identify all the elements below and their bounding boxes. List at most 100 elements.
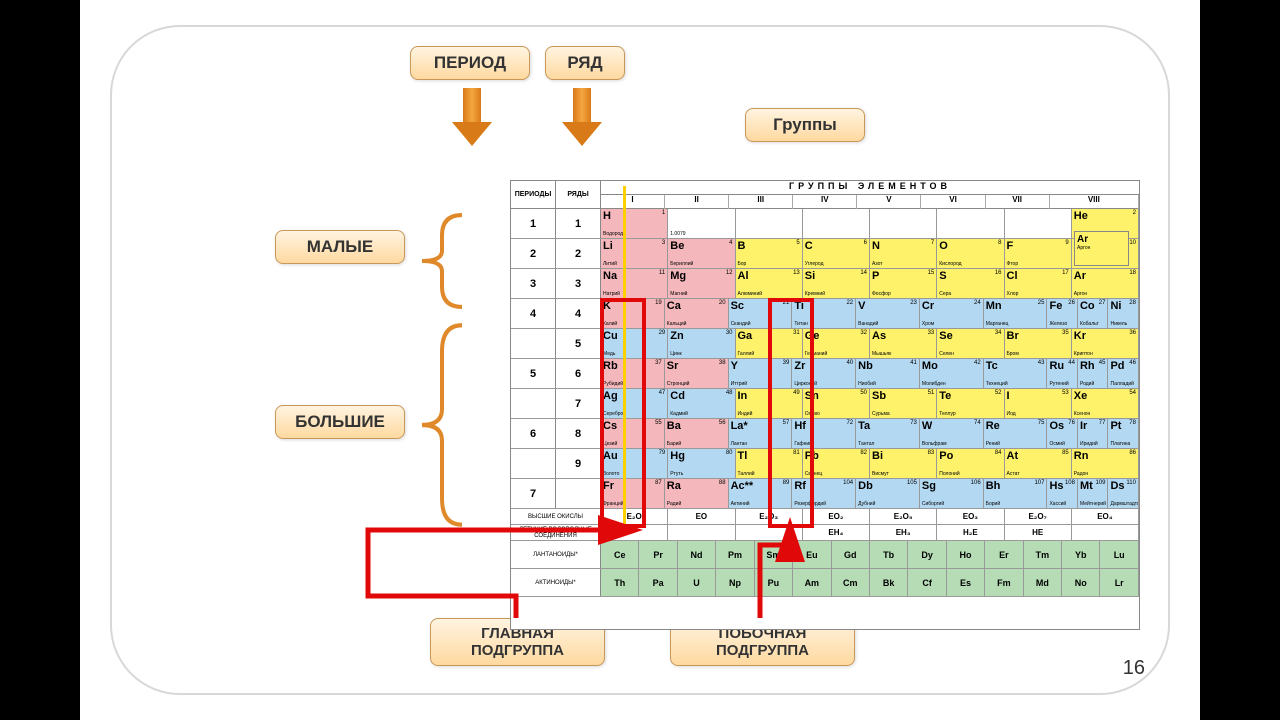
group-label: I — [601, 195, 665, 209]
bottom-cell: U — [678, 569, 716, 596]
row-cell: 1 — [556, 209, 601, 238]
element-cell: Zn30Цинк — [668, 329, 735, 358]
bottom-cell: E₂O₇ — [1005, 509, 1072, 524]
bottom-cell: Er — [985, 541, 1023, 568]
row-cell: 7 — [556, 389, 601, 418]
row-cell — [556, 479, 601, 508]
group-label: VII — [986, 195, 1050, 209]
element-cell: Na11Натрий — [601, 269, 668, 298]
group-label: IV — [793, 195, 857, 209]
bottom-label: ВЫСШИЕ ОКИСЛЫ — [511, 509, 601, 524]
bottom-section: ВЫСШИЕ ОКИСЛЫE₂OEOE₂O₃EO₂E₂O₅EO₃E₂O₇EO₄ — [511, 509, 1139, 525]
element-cell: Tc43Технеций — [984, 359, 1048, 388]
group-label: V — [857, 195, 921, 209]
bottom-cell: Bk — [870, 569, 908, 596]
period-cell — [511, 449, 556, 478]
period-row: 22Li3ЛитийBe4БериллийB5БорC6УглеродN7Азо… — [511, 239, 1139, 269]
element-cell: Cr24Хром — [920, 299, 984, 328]
period-cell: 2 — [511, 239, 556, 268]
element-cell — [1005, 209, 1072, 238]
period-cell: 6 — [511, 419, 556, 448]
period-cell — [511, 389, 556, 418]
bottom-cell: E₂O₅ — [870, 509, 937, 524]
element-cell: Rn86Радон — [1072, 449, 1139, 478]
bottom-cell: Lu — [1100, 541, 1138, 568]
bottom-label: ЛЕТУЧИЕ ВОДОРОДНЫЕ СОЕДИНЕНИЯ — [511, 525, 601, 540]
row-cell: 8 — [556, 419, 601, 448]
bottom-cell: Md — [1024, 569, 1062, 596]
element-cell: Db105Дубний — [856, 479, 920, 508]
element-cell: At85Астат — [1005, 449, 1072, 478]
element-cell: Hg80Ртуть — [668, 449, 735, 478]
bottom-cell: Np — [716, 569, 754, 596]
element-cell: Ar18Аргон — [1072, 269, 1139, 298]
bottom-cell: EH₃ — [870, 525, 937, 540]
bottom-cell: Lr — [1100, 569, 1138, 596]
bottom-cell: Cm — [832, 569, 870, 596]
bottom-cell: Gd — [832, 541, 870, 568]
element-cell: Ru44Рутений — [1047, 359, 1078, 388]
bottom-label: АКТИНОИДЫ* — [511, 569, 601, 596]
element-cell: V23Ванадий — [856, 299, 920, 328]
period-row: 56Rb37РубидийSr38СтронцийY39ИттрийZr40Ци… — [511, 359, 1139, 389]
bottom-cell: EO — [668, 509, 735, 524]
bottom-section: ЛАНТАНОИДЫ*CePrNdPmSmEuGdTbDyHoErTmYbLu — [511, 541, 1139, 569]
element-cell — [736, 209, 803, 238]
element-cell: Cl17Хлор — [1005, 269, 1072, 298]
element-cell: Os76Осмий — [1047, 419, 1078, 448]
element-cell: Xe54Ксенон — [1072, 389, 1139, 418]
period-cell: 7 — [511, 479, 556, 508]
element-cell: W74Вольфрам — [920, 419, 984, 448]
bottom-cell: EO₃ — [937, 509, 1004, 524]
periodic-table: ПЕРИОДЫ РЯДЫ ГРУППЫ ЭЛЕМЕНТОВ IIIIIIIVVV… — [510, 180, 1140, 630]
element-cell: Pd46Палладий — [1108, 359, 1139, 388]
bottom-cell: Tm — [1024, 541, 1062, 568]
element-cell: Ir77Иридий — [1078, 419, 1109, 448]
bottom-cell: HE — [1005, 525, 1072, 540]
element-cell — [870, 209, 937, 238]
table-title: ГРУППЫ ЭЛЕМЕНТОВ — [601, 181, 1139, 195]
group-label: II — [665, 195, 729, 209]
element-cell: F9Фтор — [1005, 239, 1072, 268]
element-cell: Ds110Дармштадтий — [1108, 479, 1139, 508]
element-cell: H1Водород — [601, 209, 668, 238]
bottom-cell: Ce — [601, 541, 639, 568]
element-cell: As33Мышьяк — [870, 329, 937, 358]
group-label: III — [729, 195, 793, 209]
element-cell: Ta73Тантал — [856, 419, 920, 448]
bottom-cell: Pr — [639, 541, 677, 568]
row-cell: 3 — [556, 269, 601, 298]
element-cell: Mt109Мейтнерий — [1078, 479, 1109, 508]
brace-small — [412, 210, 462, 312]
element-cell: Cd48Кадмий — [668, 389, 735, 418]
bottom-cell: EH₄ — [803, 525, 870, 540]
element-cell: Sb51Сурьма — [870, 389, 937, 418]
bottom-cell: Ho — [947, 541, 985, 568]
element-cell: Rb37Рубидий — [601, 359, 665, 388]
element-cell: Pb82Свинец — [803, 449, 870, 478]
row-cell: 5 — [556, 329, 601, 358]
element-cell: Ni28Никель — [1108, 299, 1139, 328]
bottom-cell: EO₄ — [1072, 509, 1139, 524]
period-row: 44K19КалийCa20КальцийSc21СкандийTi22Тита… — [511, 299, 1139, 329]
bottom-cell: Nd — [678, 541, 716, 568]
bottom-cell: Pa — [639, 569, 677, 596]
period-row: 5Cu29МедьZn30ЦинкGa31ГаллийGe32ГерманийA… — [511, 329, 1139, 359]
legend-example: Ar Аргон — [1074, 231, 1129, 266]
bottom-cell: Pu — [755, 569, 793, 596]
header-rows: РЯДЫ — [556, 181, 601, 209]
element-cell: Mo42Молибден — [920, 359, 984, 388]
bottom-cell: Am — [793, 569, 831, 596]
bottom-cell: Eu — [793, 541, 831, 568]
element-cell: O8Кислород — [937, 239, 1004, 268]
period-cell: 4 — [511, 299, 556, 328]
period-row: 33Na11НатрийMg12МагнийAl13АлюминийSi14Кр… — [511, 269, 1139, 299]
element-cell: Al13Алюминий — [736, 269, 803, 298]
group-label: VIII — [1050, 195, 1139, 209]
element-cell: Rh45Родий — [1078, 359, 1109, 388]
slide-stage: ПЕРИОД РЯД Группы МАЛЫЕ БОЛЬШИЕ ГЛАВНАЯ … — [80, 0, 1200, 720]
element-cell: La*57Лантан — [729, 419, 793, 448]
element-cell: Li3Литий — [601, 239, 668, 268]
period-row: 9Au79ЗолотоHg80РтутьTl81ТаллийPb82Свинец… — [511, 449, 1139, 479]
element-cell: K19Калий — [601, 299, 665, 328]
